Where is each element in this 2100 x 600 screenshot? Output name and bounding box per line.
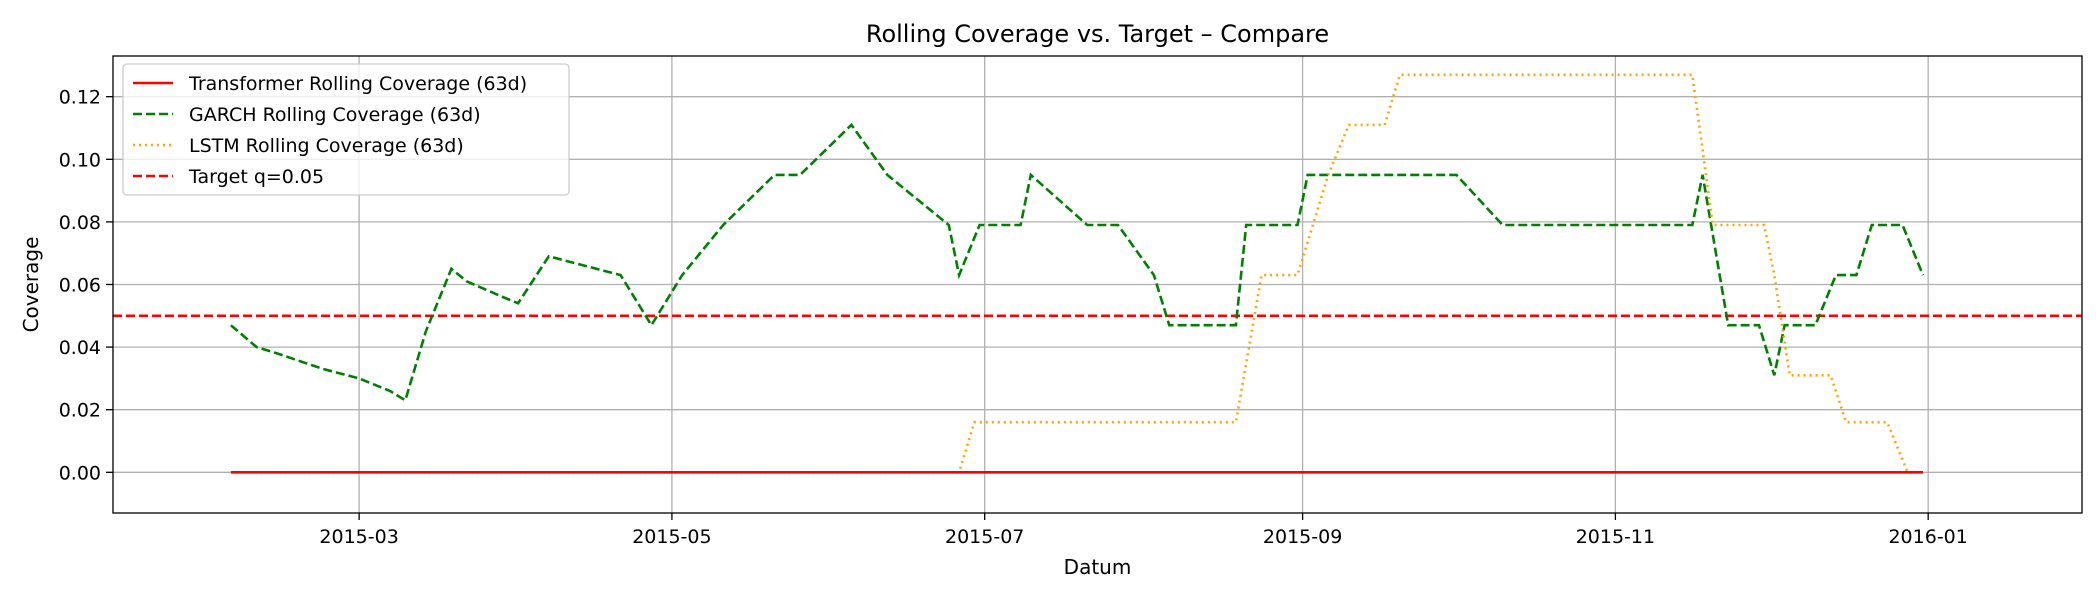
series-layer	[113, 73, 2082, 474]
series-line-lstm-rolling-coverage-63d	[230, 73, 1923, 474]
x-tick-label: 2015-11	[1576, 526, 1655, 548]
x-axis-label: Datum	[1064, 555, 1132, 579]
legend-label: GARCH Rolling Coverage (63d)	[189, 104, 481, 126]
chart-title: Rolling Coverage vs. Target – Compare	[866, 20, 1329, 48]
x-tick-label: 2015-09	[1263, 526, 1342, 548]
x-tick-label: 2015-07	[945, 526, 1024, 548]
y-tick-label: 0.08	[59, 212, 101, 234]
y-tick-label: 0.12	[59, 87, 101, 109]
x-tick-label: 2015-03	[319, 526, 398, 548]
series-line-garch-rolling-coverage-63d	[230, 122, 1925, 403]
legend-label: Target q=0.05	[188, 166, 324, 188]
x-axis: 2015-03 2015-05 2015-07 2015-09 2015-11 2016-…	[319, 513, 1968, 548]
y-tick-label: 0.02	[59, 400, 101, 422]
y-axis: 0.00 0.02 0.04 0.06 0.08 0.10 0.12	[59, 87, 113, 484]
x-tick-label: 2015-05	[632, 526, 711, 548]
y-tick-label: 0.00	[59, 462, 101, 484]
x-tick-label: 2016-01	[1888, 526, 1967, 548]
y-tick-label: 0.10	[59, 149, 101, 171]
legend: Transformer Rolling Coverage (63d) GARCH …	[122, 63, 570, 196]
legend-box	[122, 63, 570, 196]
y-axis-label: Coverage	[19, 237, 43, 333]
y-tick-label: 0.04	[59, 337, 101, 359]
y-tick-label: 0.06	[59, 275, 101, 297]
legend-label: LSTM Rolling Coverage (63d)	[189, 135, 464, 157]
legend-label: Transformer Rolling Coverage (63d)	[188, 73, 527, 95]
